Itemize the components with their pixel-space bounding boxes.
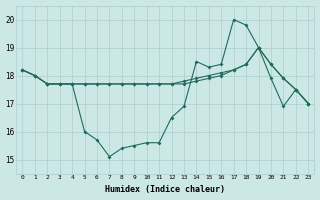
X-axis label: Humidex (Indice chaleur): Humidex (Indice chaleur): [105, 185, 225, 194]
